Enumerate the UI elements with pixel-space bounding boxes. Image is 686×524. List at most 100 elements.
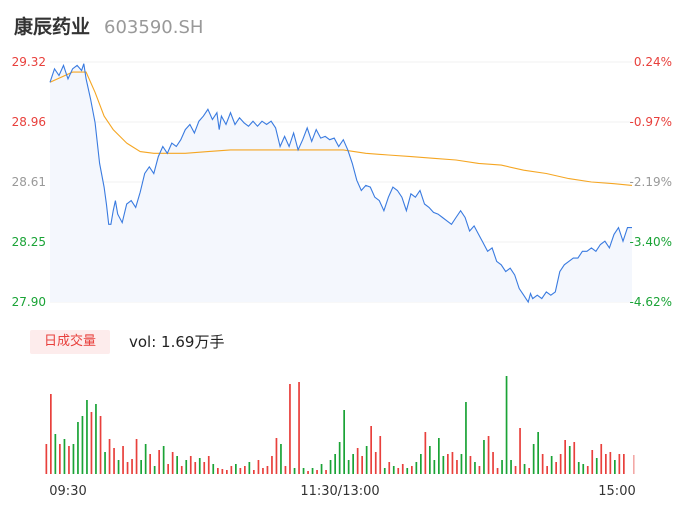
volume-bar: [401, 464, 404, 474]
stock-header: 康辰药业 603590.SH: [14, 12, 203, 40]
time-axis: 09:30 11:30/13:00 15:00: [49, 484, 635, 499]
percent-tick-label: -4.62%: [630, 295, 672, 309]
volume-bar: [383, 468, 386, 474]
volume-bar: [50, 394, 52, 474]
volume-bar: [352, 454, 354, 474]
volume-bar: [302, 468, 305, 474]
volume-bar: [559, 454, 562, 474]
price-tick-label: 28.61: [12, 175, 46, 189]
volume-bar: [505, 376, 508, 474]
volume-bar: [293, 468, 296, 474]
volume-bar: [392, 466, 395, 474]
volume-bar: [438, 438, 440, 474]
volume-bar: [501, 460, 503, 474]
volume-bar: [415, 462, 418, 474]
volume-bar: [397, 468, 400, 474]
volume-bar: [280, 444, 282, 474]
price-tick-label: 29.32: [12, 55, 46, 69]
time-label: 09:30: [49, 484, 86, 499]
volume-bar: [451, 452, 454, 474]
daily-volume-tag: 日成交量: [30, 330, 110, 354]
volume-bar: [68, 446, 70, 474]
volume-bar: [77, 422, 79, 474]
volume-bar: [600, 444, 603, 474]
volume-bar: [126, 462, 129, 474]
volume-bar: [492, 452, 494, 474]
volume-bar: [171, 452, 174, 474]
volume-bar: [546, 466, 548, 474]
volume-bar: [483, 440, 485, 474]
percent-tick-label: -2.19%: [630, 175, 672, 189]
volume-bar: [149, 454, 151, 474]
volume-bar: [510, 460, 512, 474]
volume-bar: [429, 446, 431, 474]
volume-bar: [176, 456, 178, 474]
volume-bar: [343, 410, 345, 474]
volume-bar: [469, 456, 472, 474]
volume-bar: [189, 456, 192, 474]
price-tick-label: 27.90: [12, 295, 46, 309]
volume-bar: [325, 470, 327, 474]
volume-bar: [167, 464, 169, 474]
volume-bar: [433, 460, 436, 474]
volume-bar: [131, 459, 133, 474]
volume-bar: [605, 454, 607, 474]
volume-bars: [45, 376, 635, 474]
volume-bar: [614, 460, 616, 474]
volume-bar: [284, 466, 287, 474]
volume-bar: [586, 466, 589, 474]
volume-bar: [370, 426, 372, 474]
volume-bar: [86, 400, 88, 474]
volume-bar: [235, 464, 237, 474]
volume-bar: [271, 456, 273, 474]
volume-bar: [519, 428, 521, 474]
volume-bar: [365, 446, 368, 474]
volume-bar: [329, 460, 332, 474]
volume-bar: [307, 471, 309, 474]
volume-bar: [180, 466, 183, 474]
volume-bar: [217, 468, 219, 474]
volume-bar: [388, 462, 391, 474]
volume-bar: [95, 404, 97, 474]
volume-bar: [456, 460, 458, 474]
volume-bar: [465, 402, 467, 474]
volume-bar: [275, 438, 278, 474]
volume-bar: [537, 432, 539, 474]
volume-bar: [623, 454, 625, 474]
volume-bar: [54, 434, 57, 474]
volume-bar: [555, 462, 557, 474]
volume-bar: [528, 468, 530, 474]
volume-bar: [244, 466, 246, 474]
volume-bar: [203, 462, 206, 474]
volume-bar: [289, 384, 291, 474]
volume-bar: [262, 468, 264, 474]
volume-bar: [253, 470, 255, 474]
volume-bar: [487, 436, 490, 474]
price-tick-label: 28.96: [12, 115, 46, 129]
volume-bar: [424, 432, 427, 474]
volume-bar: [618, 454, 621, 474]
volume-bar: [514, 466, 517, 474]
volume-bar: [523, 464, 526, 474]
volume-bar: [63, 439, 66, 474]
volume-bar: [595, 458, 598, 474]
volume-bar: [230, 466, 233, 474]
volume-bar: [550, 456, 553, 474]
volume-bar: [541, 454, 544, 474]
volume-bar: [311, 468, 314, 474]
volume-bar: [442, 456, 445, 474]
volume-bar: [334, 454, 336, 474]
percent-tick-label: 0.24%: [634, 55, 672, 69]
volume-bar: [347, 460, 350, 474]
volume-bar: [564, 440, 566, 474]
volume-bar: [532, 444, 535, 474]
volume-bar: [577, 462, 580, 474]
volume-bar: [568, 446, 571, 474]
volume-bar: [198, 458, 201, 474]
volume-bar: [135, 439, 138, 474]
volume-bar: [460, 454, 463, 474]
volume-bar: [374, 452, 377, 474]
volume-bar: [221, 469, 224, 474]
volume-bar: [81, 416, 84, 474]
